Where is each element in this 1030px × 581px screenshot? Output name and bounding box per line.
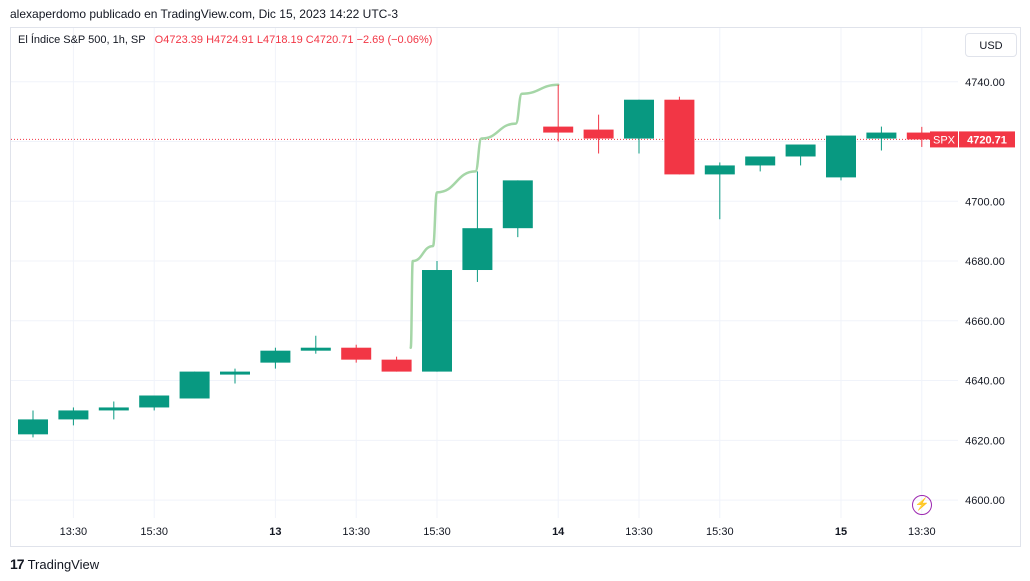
price-badge-symbol: SPX xyxy=(933,134,956,146)
change-value: −2.69 (−0.06%) xyxy=(356,34,433,46)
y-tick-label: 4740.00 xyxy=(965,77,1005,89)
candle-body xyxy=(906,132,937,140)
candle-body xyxy=(543,126,574,133)
price-badge-value-bg xyxy=(959,131,1015,148)
x-tick-label: 13 xyxy=(269,526,281,538)
candle[interactable] xyxy=(826,135,856,181)
candle-body xyxy=(179,371,210,399)
candle[interactable] xyxy=(422,261,452,372)
candle-body xyxy=(502,180,533,229)
candle[interactable] xyxy=(139,395,170,411)
open-value: O4723.39 xyxy=(154,34,203,46)
x-tick-label: 15:30 xyxy=(706,526,734,538)
candle-body xyxy=(422,270,452,372)
x-tick-label: 13:30 xyxy=(908,526,936,538)
publisher-caption: alexaperdomo publicado en TradingView.co… xyxy=(10,7,399,21)
x-tick-label: 13:30 xyxy=(60,526,88,538)
price-badge-value: 4720.71 xyxy=(967,134,1007,146)
candle[interactable] xyxy=(866,126,897,151)
x-tick-label: 13:30 xyxy=(625,526,653,538)
candle-body xyxy=(300,347,331,351)
y-tick-label: 4680.00 xyxy=(965,256,1005,268)
candle[interactable] xyxy=(704,162,735,220)
candle-body xyxy=(58,410,89,420)
candle-body xyxy=(624,99,654,139)
candle[interactable] xyxy=(300,335,331,354)
candle[interactable] xyxy=(98,401,129,420)
candle-body xyxy=(462,228,493,271)
candle[interactable] xyxy=(583,114,614,154)
candle[interactable] xyxy=(58,407,89,426)
y-tick-label: 4660.00 xyxy=(965,316,1005,328)
candle-body xyxy=(745,156,776,166)
trend-drawing-line[interactable] xyxy=(409,83,560,349)
y-tick-label: 4620.00 xyxy=(965,435,1005,447)
candle-body xyxy=(704,165,735,175)
y-tick-label: 4600.00 xyxy=(965,495,1005,507)
candle[interactable] xyxy=(624,99,654,154)
x-tick-label: 15:30 xyxy=(423,526,451,538)
candle-body xyxy=(341,347,372,360)
candle-body xyxy=(18,419,48,435)
x-tick-label: 13:30 xyxy=(342,526,370,538)
candle-body xyxy=(785,144,816,157)
candle-body xyxy=(583,129,614,139)
candle[interactable] xyxy=(785,144,816,166)
lightning-icon[interactable]: ⚡ xyxy=(912,495,932,515)
footer-brand[interactable]: 17 TradingView xyxy=(10,556,99,572)
brand-name: TradingView xyxy=(27,556,100,572)
price-badge-symbol-bg xyxy=(930,131,958,148)
tradingview-logo-icon: 17 xyxy=(10,556,25,572)
x-tick-label: 15:30 xyxy=(140,526,168,538)
candle-body xyxy=(139,395,170,408)
candle-body xyxy=(260,350,291,363)
symbol-label[interactable]: El Índice S&P 500, 1h, SP xyxy=(18,34,146,46)
high-value: H4724.91 xyxy=(206,34,254,46)
x-tick-label: 14 xyxy=(552,526,565,538)
y-tick-label: 4700.00 xyxy=(965,196,1005,208)
candle[interactable] xyxy=(260,347,291,369)
candle-body xyxy=(220,371,250,375)
candle[interactable] xyxy=(462,171,493,282)
close-value: C4720.71 xyxy=(305,34,354,46)
candle[interactable] xyxy=(745,156,776,172)
ohlc-legend: El Índice S&P 500, 1h, SP O4723.39 H4724… xyxy=(18,34,432,46)
candle[interactable] xyxy=(220,368,250,384)
candle[interactable] xyxy=(341,344,372,363)
y-tick-label: 4640.00 xyxy=(965,376,1005,388)
candle[interactable] xyxy=(906,126,937,147)
candle[interactable] xyxy=(543,84,574,142)
candle-body xyxy=(98,407,129,411)
chart-frame xyxy=(10,27,1021,547)
candle-body xyxy=(866,132,897,139)
candle[interactable] xyxy=(664,96,695,175)
candle-body xyxy=(664,99,695,175)
low-value: L4718.19 xyxy=(256,34,303,46)
candle-body xyxy=(826,135,856,178)
candle-body xyxy=(381,359,412,372)
x-tick-label: 15 xyxy=(835,526,847,538)
currency-button[interactable]: USD xyxy=(965,33,1017,57)
candle[interactable] xyxy=(18,410,48,438)
candle[interactable] xyxy=(179,371,210,399)
candle[interactable] xyxy=(381,356,412,372)
candle[interactable] xyxy=(502,180,533,238)
